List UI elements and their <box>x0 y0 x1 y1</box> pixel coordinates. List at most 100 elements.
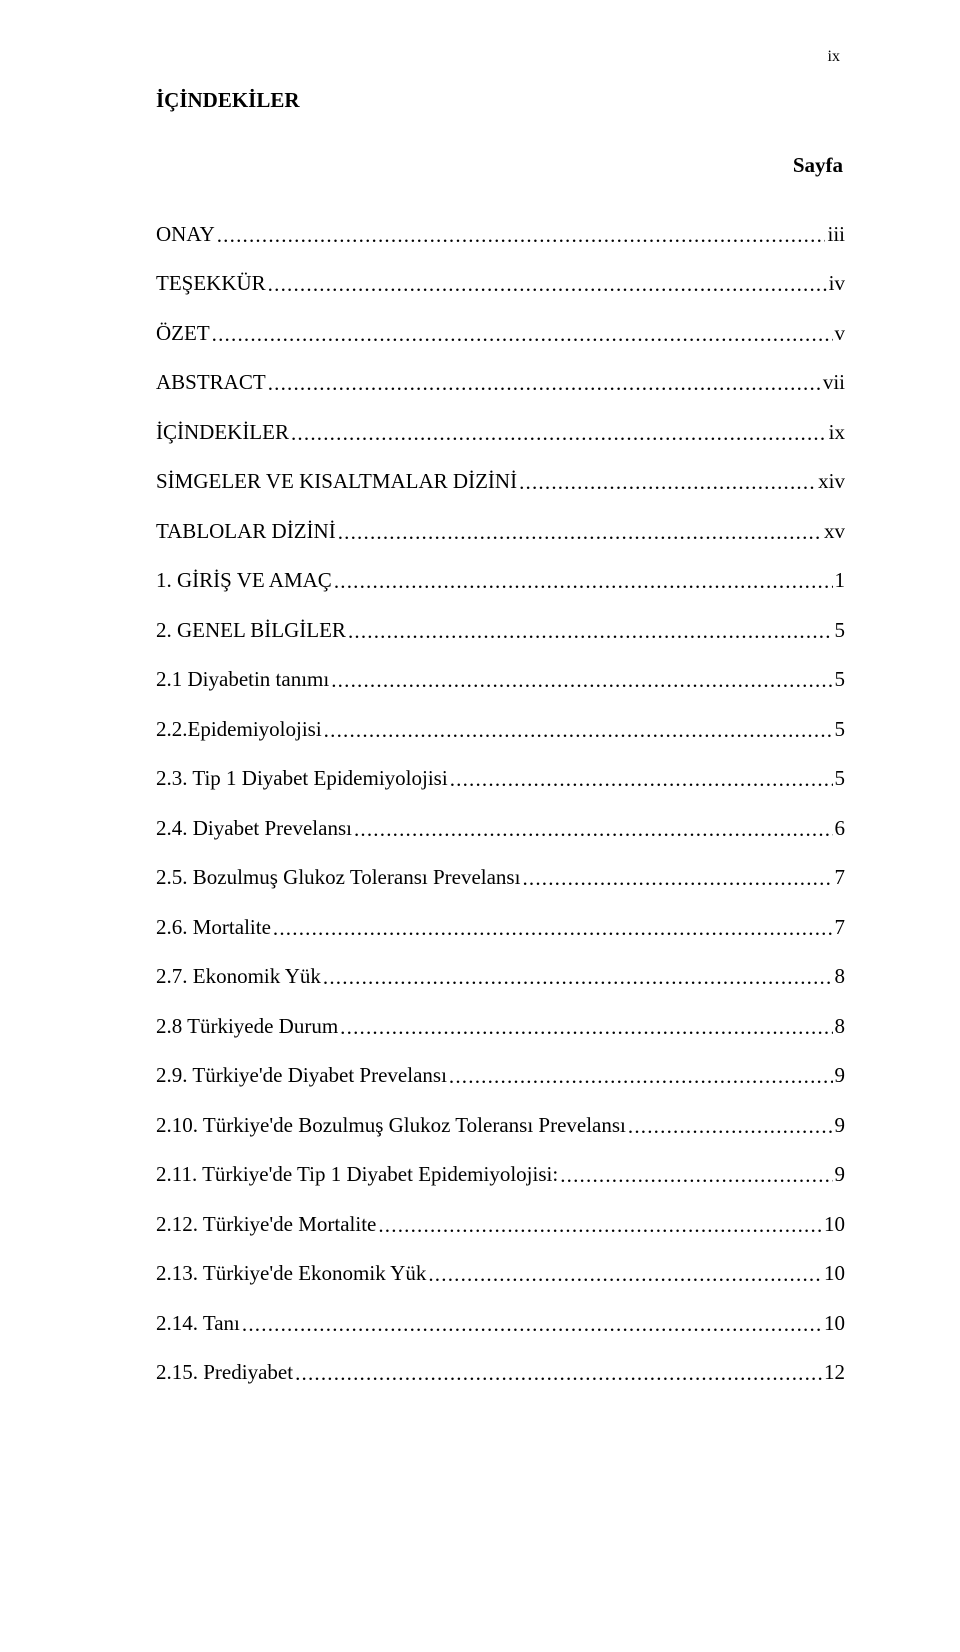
toc-leader <box>268 272 827 297</box>
toc-entry-page: 8 <box>835 1014 846 1039</box>
toc-leader <box>348 619 833 644</box>
toc-entry: 2.10. Türkiye'de Bozulmuş Glukoz Toleran… <box>156 1113 845 1138</box>
toc-entry-page: 6 <box>835 816 846 841</box>
toc-entry-page: iii <box>827 222 845 247</box>
toc-entry-page: 10 <box>824 1261 845 1286</box>
toc-entry-page: 5 <box>835 766 846 791</box>
toc-entry-label: 2.7. Ekonomik Yük <box>156 964 321 989</box>
toc-leader <box>354 817 833 842</box>
toc-leader <box>242 1312 822 1337</box>
toc-entry-page: 7 <box>835 865 846 890</box>
toc-entry-label: 2.1 Diyabetin tanımı <box>156 667 329 692</box>
toc-entry-label: 2.13. Türkiye'de Ekonomik Yük <box>156 1261 426 1286</box>
toc-leader <box>291 421 827 446</box>
toc-entry-page: 10 <box>824 1212 845 1237</box>
toc-entry-page: 1 <box>835 568 846 593</box>
toc-entry-page: 9 <box>835 1063 846 1088</box>
toc-entry-label: 2.4. Diyabet Prevelansı <box>156 816 352 841</box>
toc-entry: TABLOLAR DİZİNİ xv <box>156 519 845 544</box>
toc-leader <box>340 1015 832 1040</box>
toc-entry-page: 5 <box>835 667 846 692</box>
toc-entry: ÖZET v <box>156 321 845 346</box>
toc-entry: ONAY iii <box>156 222 845 247</box>
toc-entry: TEŞEKKÜR iv <box>156 271 845 296</box>
toc-leader <box>522 866 832 891</box>
toc-entry-label: 2.9. Türkiye'de Diyabet Prevelansı <box>156 1063 447 1088</box>
toc-entry: 2.11. Türkiye'de Tip 1 Diyabet Epidemiyo… <box>156 1162 845 1187</box>
toc-entry: 2.2.Epidemiyolojisi 5 <box>156 717 845 742</box>
toc-entry: İÇİNDEKİLER ix <box>156 420 845 445</box>
toc-entry: 2.14. Tanı 10 <box>156 1311 845 1336</box>
toc-entry-label: 2.6. Mortalite <box>156 915 271 940</box>
toc-entry-page: xiv <box>818 469 845 494</box>
toc-entry-page: 10 <box>824 1311 845 1336</box>
toc-entry-label: 2.2.Epidemiyolojisi <box>156 717 322 742</box>
toc-entry-page: vii <box>823 370 845 395</box>
toc-entry-page: 5 <box>835 618 846 643</box>
toc-leader <box>324 718 833 743</box>
toc-entry-page: xv <box>824 519 845 544</box>
toc-entry: 2.1 Diyabetin tanımı 5 <box>156 667 845 692</box>
toc-entry-label: 2.14. Tanı <box>156 1311 240 1336</box>
toc-entry-label: TABLOLAR DİZİNİ <box>156 519 336 544</box>
toc-entry-label: ABSTRACT <box>156 370 266 395</box>
toc-entry-label: 2.8 Türkiyede Durum <box>156 1014 338 1039</box>
toc-entry-page: ix <box>829 420 845 445</box>
toc-entry: 1. GİRİŞ VE AMAÇ 1 <box>156 568 845 593</box>
toc-entry-page: 12 <box>824 1360 845 1385</box>
toc-leader <box>450 767 833 792</box>
toc-entry: 2.3. Tip 1 Diyabet Epidemiyolojisi 5 <box>156 766 845 791</box>
toc-entry-page: 8 <box>835 964 846 989</box>
toc-leader <box>273 916 833 941</box>
toc-leader <box>378 1213 822 1238</box>
toc-leader <box>428 1262 822 1287</box>
toc-entry: SİMGELER VE KISALTMALAR DİZİNİ xiv <box>156 469 845 494</box>
toc-entry-page: 5 <box>835 717 846 742</box>
toc-entry-label: TEŞEKKÜR <box>156 271 266 296</box>
toc-entry: 2.4. Diyabet Prevelansı 6 <box>156 816 845 841</box>
toc-leader <box>212 322 833 347</box>
toc-entry-label: 2.3. Tip 1 Diyabet Epidemiyolojisi <box>156 766 448 791</box>
toc-entry: 2.9. Türkiye'de Diyabet Prevelansı 9 <box>156 1063 845 1088</box>
toc-leader <box>449 1064 833 1089</box>
toc-leader <box>519 470 816 495</box>
toc-entry: 2.6. Mortalite 7 <box>156 915 845 940</box>
toc-entry: 2.15. Prediyabet 12 <box>156 1360 845 1385</box>
toc-leader <box>217 223 826 248</box>
toc-entry: 2.12. Türkiye'de Mortalite 10 <box>156 1212 845 1237</box>
toc-entry-label: ONAY <box>156 222 215 247</box>
toc-leader <box>628 1114 833 1139</box>
toc-leader <box>331 668 832 693</box>
toc-entry-label: İÇİNDEKİLER <box>156 420 289 445</box>
toc-entry-label: 2.15. Prediyabet <box>156 1360 293 1385</box>
toc-entry-label: 2.11. Türkiye'de Tip 1 Diyabet Epidemiyo… <box>156 1162 558 1187</box>
toc-entry-label: ÖZET <box>156 321 210 346</box>
toc-entry-label: 2.10. Türkiye'de Bozulmuş Glukoz Toleran… <box>156 1113 626 1138</box>
toc-entry-page: 9 <box>835 1162 846 1187</box>
toc-entry-label: 2.12. Türkiye'de Mortalite <box>156 1212 376 1237</box>
toc-leader <box>268 371 821 396</box>
page: ix İÇİNDEKİLER Sayfa ONAY iii TEŞEKKÜR iv ÖZ… <box>0 0 960 1652</box>
toc-leader <box>323 965 833 990</box>
toc-entry-label: 1. GİRİŞ VE AMAÇ <box>156 568 332 593</box>
toc-leader <box>560 1163 832 1188</box>
toc-entry: 2.7. Ekonomik Yük 8 <box>156 964 845 989</box>
toc-entry-label: 2. GENEL BİLGİLER <box>156 618 346 643</box>
toc-entry: 2.13. Türkiye'de Ekonomik Yük 10 <box>156 1261 845 1286</box>
page-column-label: Sayfa <box>156 153 845 178</box>
page-corner-number: ix <box>828 48 840 66</box>
toc-leader <box>295 1361 822 1386</box>
toc-entry: 2. GENEL BİLGİLER 5 <box>156 618 845 643</box>
toc-entry-label: 2.5. Bozulmuş Glukoz Toleransı Prevelans… <box>156 865 520 890</box>
toc-entry: ABSTRACT vii <box>156 370 845 395</box>
toc-leader <box>338 520 822 545</box>
toc-entry-page: 9 <box>835 1113 846 1138</box>
toc-list: ONAY iii TEŞEKKÜR iv ÖZET v ABSTRACT vii İÇİNDEK… <box>156 222 845 1385</box>
toc-heading: İÇİNDEKİLER <box>156 88 845 113</box>
toc-entry-label: SİMGELER VE KISALTMALAR DİZİNİ <box>156 469 517 494</box>
toc-leader <box>334 569 833 594</box>
toc-entry-page: iv <box>829 271 845 296</box>
toc-entry: 2.5. Bozulmuş Glukoz Toleransı Prevelans… <box>156 865 845 890</box>
toc-entry-page: v <box>835 321 846 346</box>
toc-entry-page: 7 <box>835 915 846 940</box>
